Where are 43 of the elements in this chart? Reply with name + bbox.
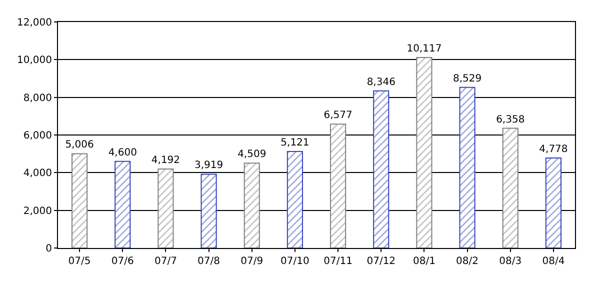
data-label: 8,346 xyxy=(366,76,396,88)
bar xyxy=(545,158,562,248)
x-tick-label: 07/5 xyxy=(68,256,91,267)
bar xyxy=(286,151,303,248)
x-tick-label: 07/6 xyxy=(111,256,134,267)
x-tick-label: 07/10 xyxy=(280,256,310,267)
data-label: 5,006 xyxy=(65,140,94,151)
x-tick-label: 07/7 xyxy=(154,256,177,267)
data-label: 10,117 xyxy=(406,43,442,54)
y-tick-label: 0 xyxy=(46,244,52,254)
y-tick-label: 6,000 xyxy=(23,130,52,142)
data-label: 8,529 xyxy=(452,73,482,84)
x-tick-label: 07/8 xyxy=(198,256,220,267)
x-tick-label: 08/2 xyxy=(456,256,479,267)
bar xyxy=(416,56,432,248)
data-label: 4,778 xyxy=(539,144,568,156)
y-tick-label: 10,000 xyxy=(17,55,52,66)
x-tick-label: 08/4 xyxy=(542,256,565,267)
y-tick-label: 8,000 xyxy=(23,92,52,104)
data-label: 6,577 xyxy=(324,110,352,122)
x-tick-label: 08/3 xyxy=(499,256,522,267)
bar xyxy=(373,90,390,248)
y-tick-label: 12,000 xyxy=(17,18,52,28)
data-label: 3,919 xyxy=(194,160,224,172)
bar xyxy=(502,128,518,248)
y-tick-label: 2,000 xyxy=(23,206,52,217)
data-label: 5,121 xyxy=(280,138,310,149)
x-tick-label: 07/9 xyxy=(240,256,264,267)
data-label: 4,509 xyxy=(238,149,266,160)
y-tick-label: 4,000 xyxy=(23,168,52,180)
bar xyxy=(200,174,217,248)
data-label: 4,600 xyxy=(108,147,137,158)
x-tick-label: 08/1 xyxy=(412,256,436,267)
data-label: 4,192 xyxy=(151,155,180,166)
x-tick-label: 07/12 xyxy=(366,256,396,267)
bar xyxy=(114,160,131,248)
bar xyxy=(244,162,260,248)
bar xyxy=(72,153,88,248)
bar xyxy=(330,124,346,248)
x-tick-label: 07/11 xyxy=(324,256,352,267)
bar xyxy=(459,86,476,248)
data-label: 6,358 xyxy=(496,114,525,126)
bar xyxy=(158,168,174,248)
